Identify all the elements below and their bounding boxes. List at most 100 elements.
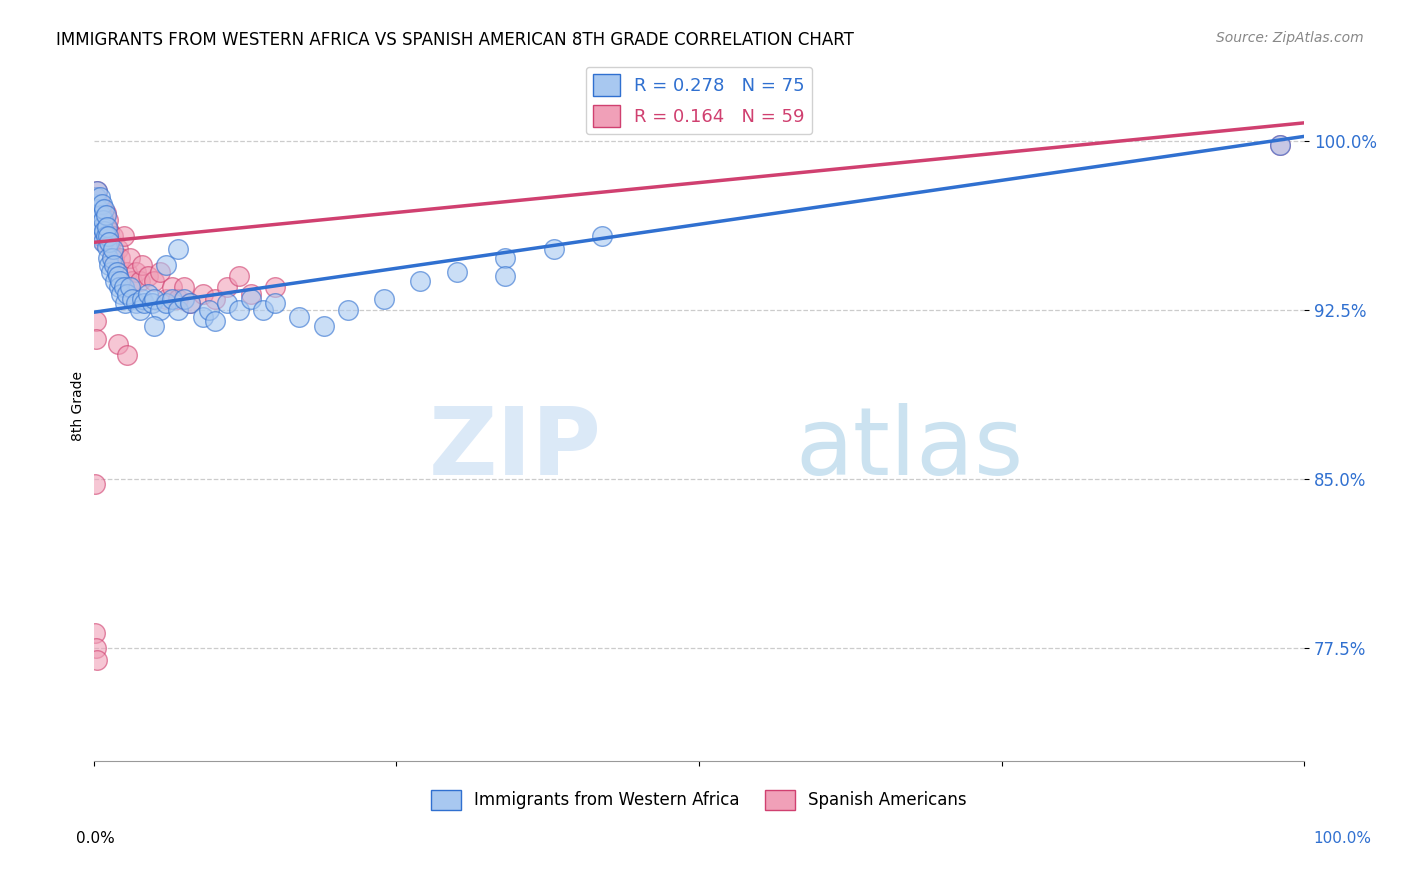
Text: Source: ZipAtlas.com: Source: ZipAtlas.com — [1216, 31, 1364, 45]
Point — [215, 280, 238, 294]
Point — [173, 280, 195, 294]
Point — [128, 303, 150, 318]
Point — [83, 476, 105, 491]
Point — [83, 197, 105, 211]
Point — [264, 296, 287, 310]
Point — [91, 212, 114, 227]
Point — [108, 274, 131, 288]
Point — [131, 258, 153, 272]
Point — [128, 274, 150, 288]
Point — [101, 242, 124, 256]
Point — [155, 292, 177, 306]
Point — [84, 332, 107, 346]
Point — [103, 258, 125, 272]
Point — [86, 224, 108, 238]
Point — [179, 296, 201, 310]
Point — [97, 228, 120, 243]
Point — [336, 303, 359, 318]
Point — [143, 274, 166, 288]
Text: atlas: atlas — [796, 402, 1024, 494]
Point — [86, 184, 108, 198]
Point — [264, 280, 287, 294]
Text: IMMIGRANTS FROM WESTERN AFRICA VS SPANISH AMERICAN 8TH GRADE CORRELATION CHART: IMMIGRANTS FROM WESTERN AFRICA VS SPANIS… — [56, 31, 853, 49]
Point — [94, 206, 117, 220]
Point — [91, 235, 114, 250]
Point — [96, 228, 118, 243]
Point — [98, 224, 121, 238]
Point — [239, 287, 262, 301]
Point — [94, 219, 117, 234]
Point — [90, 228, 112, 243]
Point — [93, 202, 115, 216]
Point — [105, 265, 128, 279]
Point — [204, 292, 226, 306]
Point — [96, 219, 118, 234]
Point — [89, 197, 111, 211]
Point — [191, 310, 214, 324]
Point — [125, 265, 148, 279]
Point — [136, 287, 159, 301]
Point — [117, 348, 139, 362]
Point — [97, 212, 120, 227]
Point — [84, 641, 107, 656]
Point — [98, 258, 121, 272]
Point — [89, 219, 111, 234]
Point — [446, 265, 468, 279]
Point — [87, 224, 110, 238]
Point — [107, 242, 129, 256]
Point — [117, 287, 139, 301]
Point — [108, 280, 131, 294]
Point — [100, 235, 122, 250]
Y-axis label: 8th Grade: 8th Grade — [72, 371, 86, 441]
Point — [134, 296, 156, 310]
Point — [215, 296, 238, 310]
Point — [107, 269, 129, 284]
Point — [136, 269, 159, 284]
Point — [107, 336, 129, 351]
Point — [103, 251, 125, 265]
Point — [167, 303, 190, 318]
Point — [98, 235, 121, 250]
Text: 0.0%: 0.0% — [76, 831, 115, 846]
Point — [228, 269, 250, 284]
Point — [543, 242, 565, 256]
Point — [83, 206, 105, 220]
Point — [112, 280, 135, 294]
Point — [494, 251, 516, 265]
Point — [84, 314, 107, 328]
Point — [84, 190, 107, 204]
Point — [108, 251, 131, 265]
Point — [155, 258, 177, 272]
Point — [91, 202, 114, 216]
Point — [84, 206, 107, 220]
Point — [90, 228, 112, 243]
Point — [167, 292, 190, 306]
Point — [125, 296, 148, 310]
Point — [100, 265, 122, 279]
Point — [84, 212, 107, 227]
Point — [141, 296, 163, 310]
Point — [96, 240, 118, 254]
Point — [121, 292, 143, 306]
Text: ZIP: ZIP — [429, 402, 602, 494]
Point — [87, 202, 110, 216]
Point — [162, 280, 184, 294]
Point — [94, 228, 117, 243]
Point — [91, 197, 114, 211]
Point — [252, 303, 274, 318]
Point — [114, 296, 136, 310]
Point — [228, 303, 250, 318]
Point — [86, 212, 108, 227]
Point — [143, 292, 166, 306]
Point — [91, 219, 114, 234]
Point — [149, 303, 172, 318]
Point — [112, 228, 135, 243]
Point — [104, 258, 127, 272]
Point — [204, 314, 226, 328]
Point — [118, 251, 141, 265]
Point — [167, 242, 190, 256]
Point — [288, 310, 311, 324]
Point — [104, 274, 127, 288]
Point — [91, 208, 114, 222]
Point — [1268, 138, 1291, 153]
